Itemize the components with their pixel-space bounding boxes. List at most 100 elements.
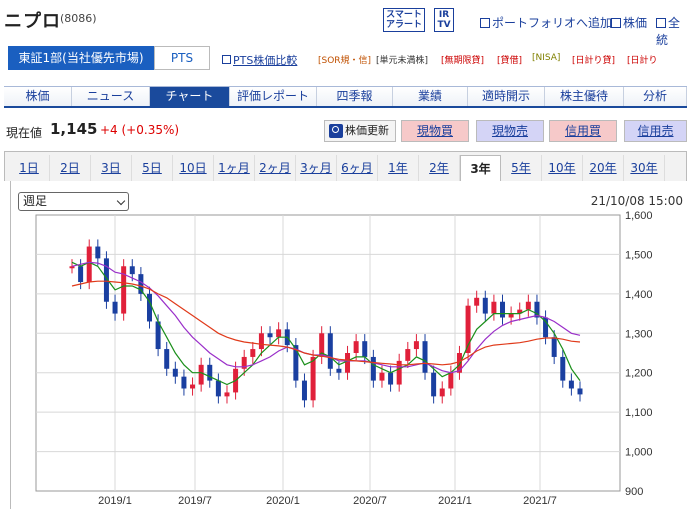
y-tick-label: 1,400 xyxy=(625,289,653,301)
portfolio-link[interactable]: ポートフォリオへ追加 xyxy=(480,14,612,31)
kabuka-link[interactable]: 株価 xyxy=(611,14,647,31)
ir-tv-button[interactable]: IR TV xyxy=(434,8,454,32)
period-tab[interactable]: 3日 xyxy=(91,155,132,182)
candle-body xyxy=(69,266,75,269)
nav-shikiho[interactable]: 四季報 xyxy=(317,87,393,106)
ir-tv-label: IR TV xyxy=(437,10,451,30)
price-label: 現在値 xyxy=(6,126,43,140)
pts-tab[interactable]: PTS xyxy=(154,46,210,70)
period-tab[interactable]: 6ヶ月 xyxy=(337,155,378,182)
candle-body xyxy=(353,341,359,353)
y-tick-label: 1,500 xyxy=(625,249,653,261)
period-tab[interactable]: 1日 xyxy=(9,155,50,182)
nav-news[interactable]: ニュース xyxy=(72,87,150,106)
nav-bunseki[interactable]: 分析 xyxy=(624,87,687,106)
candle-body xyxy=(465,305,471,353)
candle-body xyxy=(482,297,488,314)
candle-body xyxy=(525,301,531,310)
y-tick-label: 1,200 xyxy=(625,368,653,380)
candle-body xyxy=(345,353,351,373)
nav-kabuka[interactable]: 株価 xyxy=(4,87,72,106)
candle-body xyxy=(267,333,273,338)
pts-compare-label: PTS株価比較 xyxy=(233,54,298,67)
smart-alert-label: スマート アラート xyxy=(386,10,423,30)
candle-body xyxy=(78,266,84,283)
interval-select[interactable]: 週足 xyxy=(18,192,129,211)
candle-body xyxy=(362,341,368,357)
badge-tangen: [単元未満株] xyxy=(376,56,429,66)
period-tab[interactable]: 10日 xyxy=(173,155,214,182)
market-selected-tab[interactable]: 東証1部(当社優先市場) xyxy=(8,46,154,70)
candle-body xyxy=(310,356,316,401)
candle-body xyxy=(560,356,566,381)
price-change: +4 (+0.35%) xyxy=(100,123,180,137)
badge-nisa: [NISA] xyxy=(532,53,561,63)
x-tick-label: 2021/7 xyxy=(523,495,557,507)
candle-body xyxy=(301,380,307,401)
period-tab[interactable]: 2年 xyxy=(419,155,460,182)
candle-body xyxy=(422,341,428,373)
nav-yutai[interactable]: 株主優待 xyxy=(545,87,624,106)
zen-link[interactable]: 全統 xyxy=(656,14,687,48)
candle-body xyxy=(500,301,506,318)
candle-body xyxy=(241,356,247,369)
ma-line-ma52 xyxy=(71,280,581,366)
candle-body xyxy=(439,388,445,397)
period-tab[interactable]: 1年 xyxy=(378,155,419,182)
portfolio-label: ポートフォリオへ追加 xyxy=(492,16,613,30)
candle-body xyxy=(112,301,118,314)
period-tab[interactable]: 30年 xyxy=(624,155,665,182)
refresh-label: 株価更新 xyxy=(345,124,389,137)
period-tab[interactable]: 2ヶ月 xyxy=(255,155,296,182)
candle-body xyxy=(250,349,256,357)
candle-body xyxy=(370,356,376,381)
candle-body xyxy=(198,364,204,385)
period-tab[interactable]: 5日 xyxy=(132,155,173,182)
candle-body xyxy=(138,274,144,294)
period-tab[interactable]: 3ヶ月 xyxy=(296,155,337,182)
candle-body xyxy=(517,309,523,314)
nav-kaiji[interactable]: 適時開示 xyxy=(468,87,545,106)
candle-body xyxy=(336,368,342,373)
y-tick-label: 900 xyxy=(625,486,643,498)
period-tab[interactable]: 1ヶ月 xyxy=(214,155,255,182)
period-tab[interactable]: 2日 xyxy=(50,155,91,182)
nav-chart[interactable]: チャート xyxy=(150,87,230,106)
candle-body xyxy=(568,380,574,389)
badge-higakari-2: [日計り xyxy=(627,56,658,66)
candle-body xyxy=(164,349,170,369)
x-tick-label: 2019/7 xyxy=(178,495,212,507)
candle-body xyxy=(431,372,437,397)
margin-buy-button[interactable]: 信用買 xyxy=(549,120,617,142)
candle-body xyxy=(103,258,109,302)
nav-gyoseki[interactable]: 業績 xyxy=(393,87,468,106)
candle-body xyxy=(577,388,583,395)
sell-button[interactable]: 現物売 xyxy=(476,120,544,142)
ma-line-ma26 xyxy=(71,261,581,374)
buy-button[interactable]: 現物買 xyxy=(401,120,469,142)
page-title: ニプロ xyxy=(4,11,61,32)
period-tab[interactable]: 10年 xyxy=(542,155,583,182)
candle-body xyxy=(172,368,178,377)
stock-code: (8086) xyxy=(60,12,97,25)
period-tab[interactable]: 5年 xyxy=(501,155,542,182)
candle-body xyxy=(534,301,540,318)
candle-body xyxy=(508,313,514,318)
candle-body xyxy=(121,266,127,314)
ma-line-ma13 xyxy=(71,261,581,386)
candle-body xyxy=(181,376,187,389)
smart-alert-button[interactable]: スマート アラート xyxy=(383,8,425,32)
period-tab[interactable]: 20年 xyxy=(583,155,624,182)
chart-timestamp: 21/10/08 15:00 xyxy=(590,194,683,208)
x-tick-label: 2021/1 xyxy=(438,495,472,507)
badge-higakari: [日計り貸] xyxy=(572,56,616,66)
refresh-button[interactable]: 株価更新 xyxy=(324,120,396,142)
nav-report[interactable]: 評価レポート xyxy=(230,87,317,106)
candle-body xyxy=(448,372,454,389)
period-tab-active[interactable]: 3年 xyxy=(460,155,501,182)
pts-compare-link[interactable]: PTS株価比較 xyxy=(222,52,297,68)
candle-body xyxy=(379,372,385,381)
candle-body xyxy=(86,246,92,283)
candle-body xyxy=(190,384,196,389)
x-tick-label: 2019/1 xyxy=(98,495,132,507)
